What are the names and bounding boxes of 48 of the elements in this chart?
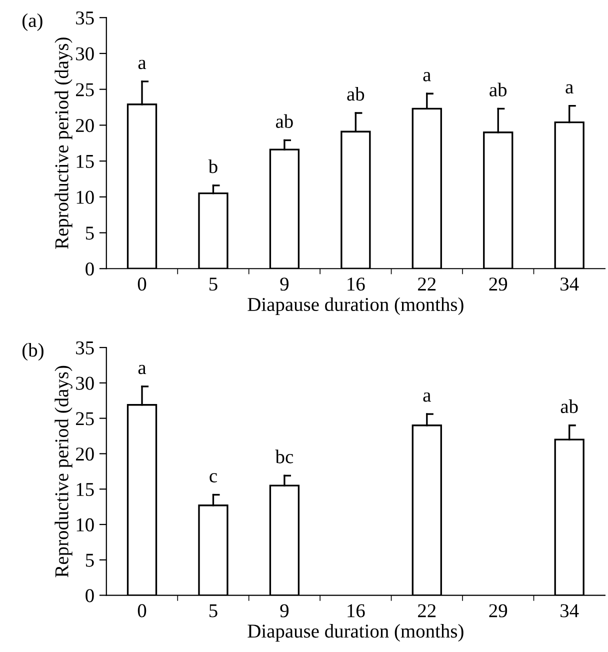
y-tick-label: 25 xyxy=(76,83,94,96)
chart-title: (a) xyxy=(22,13,42,31)
y-tick-label: 20 xyxy=(76,119,94,132)
annotation: ab xyxy=(490,82,507,96)
x-tick-label: 22 xyxy=(418,278,436,290)
x-tick-label: 0 xyxy=(138,604,146,618)
x-tick-label: 9 xyxy=(280,278,289,291)
y-tick-label: 30 xyxy=(76,376,94,390)
y-tick-label: 5 xyxy=(86,554,94,567)
x-tick-label: 16 xyxy=(348,604,365,618)
y-tick-label: 35 xyxy=(76,11,94,25)
annotation: ab xyxy=(276,114,293,128)
y-axis-title: Reproductive period (days) xyxy=(54,366,72,578)
y-tick-label: 30 xyxy=(76,47,94,60)
y-axis-title: Reproductive period (days) xyxy=(54,38,72,249)
annotation: a xyxy=(423,392,431,402)
y-tick-label: 0 xyxy=(86,589,94,602)
x-tick-label: 5 xyxy=(210,278,218,291)
y-tick-label: 5 xyxy=(86,226,94,240)
x-axis-title: Diapause duration (months) xyxy=(248,297,464,315)
x-tick-label: 0 xyxy=(138,278,146,291)
annotation: ab xyxy=(560,399,578,414)
annotation: a xyxy=(423,72,431,82)
annotation: a xyxy=(138,60,146,70)
x-tick-label: 22 xyxy=(418,604,436,618)
x-tick-label: 29 xyxy=(489,604,508,618)
x-tick-label: 16 xyxy=(348,278,365,291)
y-tick-label: 25 xyxy=(76,412,94,426)
annotation: c xyxy=(210,473,217,482)
chart-title: (b) xyxy=(22,343,44,361)
y-tick-label: 0 xyxy=(86,262,94,276)
x-tick-label: 9 xyxy=(280,604,289,618)
x-axis-title: Diapause duration (months) xyxy=(248,624,464,642)
x-tick-label: 5 xyxy=(210,604,218,618)
y-tick-label: 10 xyxy=(76,190,94,204)
annotation: ab xyxy=(347,87,364,101)
x-tick-label: 29 xyxy=(489,278,508,291)
y-tick-label: 35 xyxy=(76,341,94,354)
annotation: a xyxy=(138,364,146,374)
y-tick-label: 15 xyxy=(76,483,94,496)
annotation: a xyxy=(566,84,574,94)
annotation: b xyxy=(208,159,218,174)
x-tick-label: 34 xyxy=(560,604,579,618)
annotation: bc xyxy=(275,450,294,464)
y-tick-label: 10 xyxy=(76,518,94,532)
x-tick-label: 34 xyxy=(560,278,579,291)
y-tick-label: 20 xyxy=(76,448,94,461)
y-tick-label: 15 xyxy=(76,154,94,168)
